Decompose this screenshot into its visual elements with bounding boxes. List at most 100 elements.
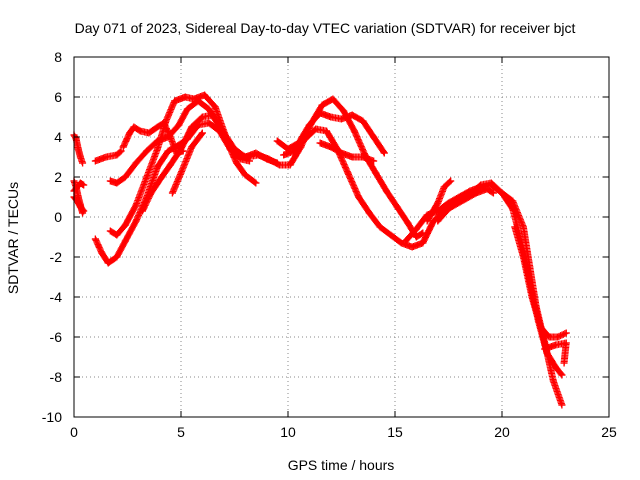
series-track-6: [91, 147, 125, 165]
data-point: [160, 119, 168, 127]
marker-trail: [511, 223, 570, 341]
data-point: [104, 259, 112, 267]
data-point: [466, 191, 474, 199]
data-point: [338, 115, 345, 123]
data-point: [393, 203, 401, 211]
data-point: [158, 173, 166, 181]
series-track-17: [423, 177, 455, 225]
data-point: [166, 133, 174, 141]
data-point: [76, 203, 84, 211]
data-point: [130, 123, 138, 131]
data-point: [329, 95, 337, 103]
axes: 0 5 10 15 20 25 -10 -8 -6 -4 -2 0 2 4 6 8: [42, 49, 617, 440]
data-point: [509, 205, 517, 213]
data-point: [318, 101, 326, 109]
data-point: [397, 239, 405, 247]
data-point: [445, 205, 452, 213]
data-point: [117, 147, 125, 155]
data-point: [205, 105, 213, 113]
data-point: [273, 159, 281, 167]
data-point: [365, 209, 373, 217]
y-tick-label: 6: [54, 89, 62, 105]
marker-trail: [316, 139, 378, 165]
data-point: [402, 237, 410, 245]
data-point: [380, 149, 388, 157]
x-tick-label: 15: [387, 424, 403, 440]
data-point: [558, 371, 566, 379]
data-point: [252, 149, 260, 157]
x-tick-label: 0: [70, 424, 78, 440]
data-point: [132, 201, 140, 209]
data-point: [562, 339, 570, 347]
data-point: [316, 109, 324, 117]
data-point: [132, 217, 140, 225]
y-tick-label: 0: [54, 209, 62, 225]
series-track-11: [168, 129, 206, 197]
data-point: [382, 187, 390, 195]
data-point: [74, 145, 82, 153]
data-point: [126, 129, 134, 137]
series-track-13: [280, 125, 497, 251]
data-point: [73, 197, 81, 205]
data-point: [541, 345, 549, 353]
data-point: [509, 197, 517, 205]
data-point: [166, 161, 174, 169]
data-point: [404, 219, 412, 227]
data-point: [121, 173, 129, 181]
data-point: [376, 223, 384, 231]
data-point: [80, 181, 88, 189]
data-point: [102, 153, 110, 161]
data-point: [498, 189, 506, 197]
series-track-18: [511, 223, 570, 341]
data-point: [528, 293, 536, 301]
y-tick-label: -6: [50, 329, 63, 345]
data-point: [147, 189, 155, 197]
data-point: [177, 169, 185, 177]
chart-title: Day 071 of 2023, Sidereal Day-to-day VTE…: [75, 20, 576, 36]
data-point: [511, 223, 519, 231]
data-point: [241, 171, 249, 179]
data-point: [143, 173, 151, 181]
data-point: [327, 143, 335, 151]
data-point: [181, 93, 189, 101]
data-point: [175, 121, 183, 129]
data-point: [370, 157, 378, 165]
data-point: [153, 145, 161, 153]
data-point: [537, 323, 545, 331]
data-point: [440, 183, 448, 191]
data-point: [113, 253, 121, 261]
data-point: [447, 177, 455, 185]
data-point: [153, 163, 161, 171]
data-point: [233, 159, 241, 167]
data-point: [477, 181, 485, 189]
y-tick-label: 2: [54, 169, 62, 185]
y-tick-label: -8: [50, 369, 63, 385]
data-point: [301, 135, 309, 143]
data-point: [370, 133, 378, 141]
y-tick-label: -10: [42, 409, 62, 425]
data-point: [445, 199, 452, 207]
data-point: [350, 127, 358, 135]
data-point: [434, 217, 442, 225]
data-point: [338, 149, 345, 157]
data-point: [412, 233, 420, 241]
y-axis-label: SDTVAR / TECUs: [5, 182, 21, 294]
marker-trail: [280, 125, 497, 251]
data-point: [305, 121, 313, 129]
data-point: [552, 341, 559, 349]
data-point: [80, 207, 88, 215]
data-point: [113, 151, 121, 159]
data-point: [231, 145, 238, 153]
data-point: [327, 113, 335, 121]
data-point: [177, 145, 185, 153]
data-point: [106, 227, 114, 235]
x-axis-label: GPS time / hours: [288, 457, 395, 473]
x-tick-label: 25: [601, 424, 617, 440]
data-point: [549, 377, 557, 385]
y-tick-label: 4: [54, 129, 62, 145]
data-point: [387, 231, 395, 239]
data-point: [372, 169, 380, 177]
data-point: [143, 147, 151, 155]
data-point: [554, 333, 562, 341]
